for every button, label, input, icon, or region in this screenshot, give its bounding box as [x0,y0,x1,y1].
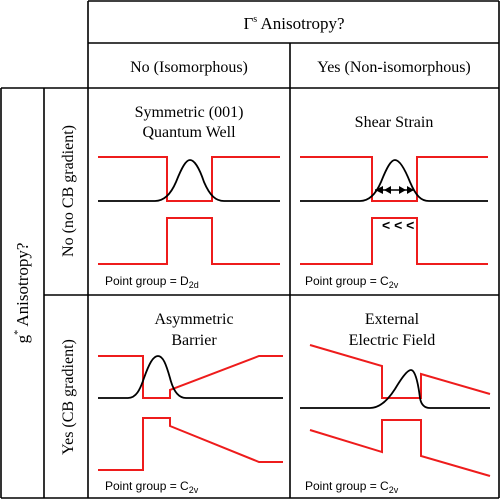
asymmetric-valence-band [98,417,283,471]
column-header-no: No (Isomorphous) [130,59,248,76]
external-wavefunction [300,369,490,409]
asymmetric-title-line1: Asymmetric [154,311,233,328]
external-title-line1: External [365,311,420,328]
g-anisotropy-heading: g* Anisotropy? [13,243,32,344]
gamma-anisotropy-heading: Γs Anisotropy? [243,14,344,33]
external-title-line2: Electric Field [349,332,436,349]
column-header-yes: Yes (Non-isomorphous) [317,59,471,76]
row-header-no: No (no CB gradient) [60,125,77,257]
asymmetric-wavefunction [98,355,283,399]
cell-asymmetric-barrier: Asymmetric Barrier Point group = C2v [98,311,283,495]
external-conduction-band [309,344,491,399]
symmetric-valence-band [98,217,280,265]
cell-shear-strain: Shear Strain < < < Point group = C2v [300,114,488,290]
symmetric-conduction-band [98,156,280,202]
asymmetric-conduction-band [98,355,283,399]
asymmetric-title-line2: Barrier [171,332,217,349]
asymmetric-point-group: Point group = C2v [105,479,199,495]
shear-arrows-label: < < < [382,217,414,233]
cell-symmetric-qw: Symmetric (001) Quantum Well Point group… [98,104,280,290]
symmetric-title-line1: Symmetric (001) [135,104,244,121]
row-header-yes: Yes (CB gradient) [60,339,77,455]
shear-strain-arrowheads [375,186,414,194]
shear-point-group: Point group = C2v [305,274,399,290]
shear-wavefunction [300,159,488,202]
shear-title: Shear Strain [355,114,434,131]
shear-conduction-band [300,156,488,202]
symmetric-title-line2: Quantum Well [142,124,236,141]
symmetric-point-group: Point group = D2d [105,274,199,290]
shear-valence-band [300,217,488,265]
external-point-group: Point group = C2v [305,479,399,495]
external-valence-band [309,419,491,477]
cell-external-field: External Electric Field Point group = C2… [300,311,491,495]
symmetric-wavefunction [98,159,280,202]
